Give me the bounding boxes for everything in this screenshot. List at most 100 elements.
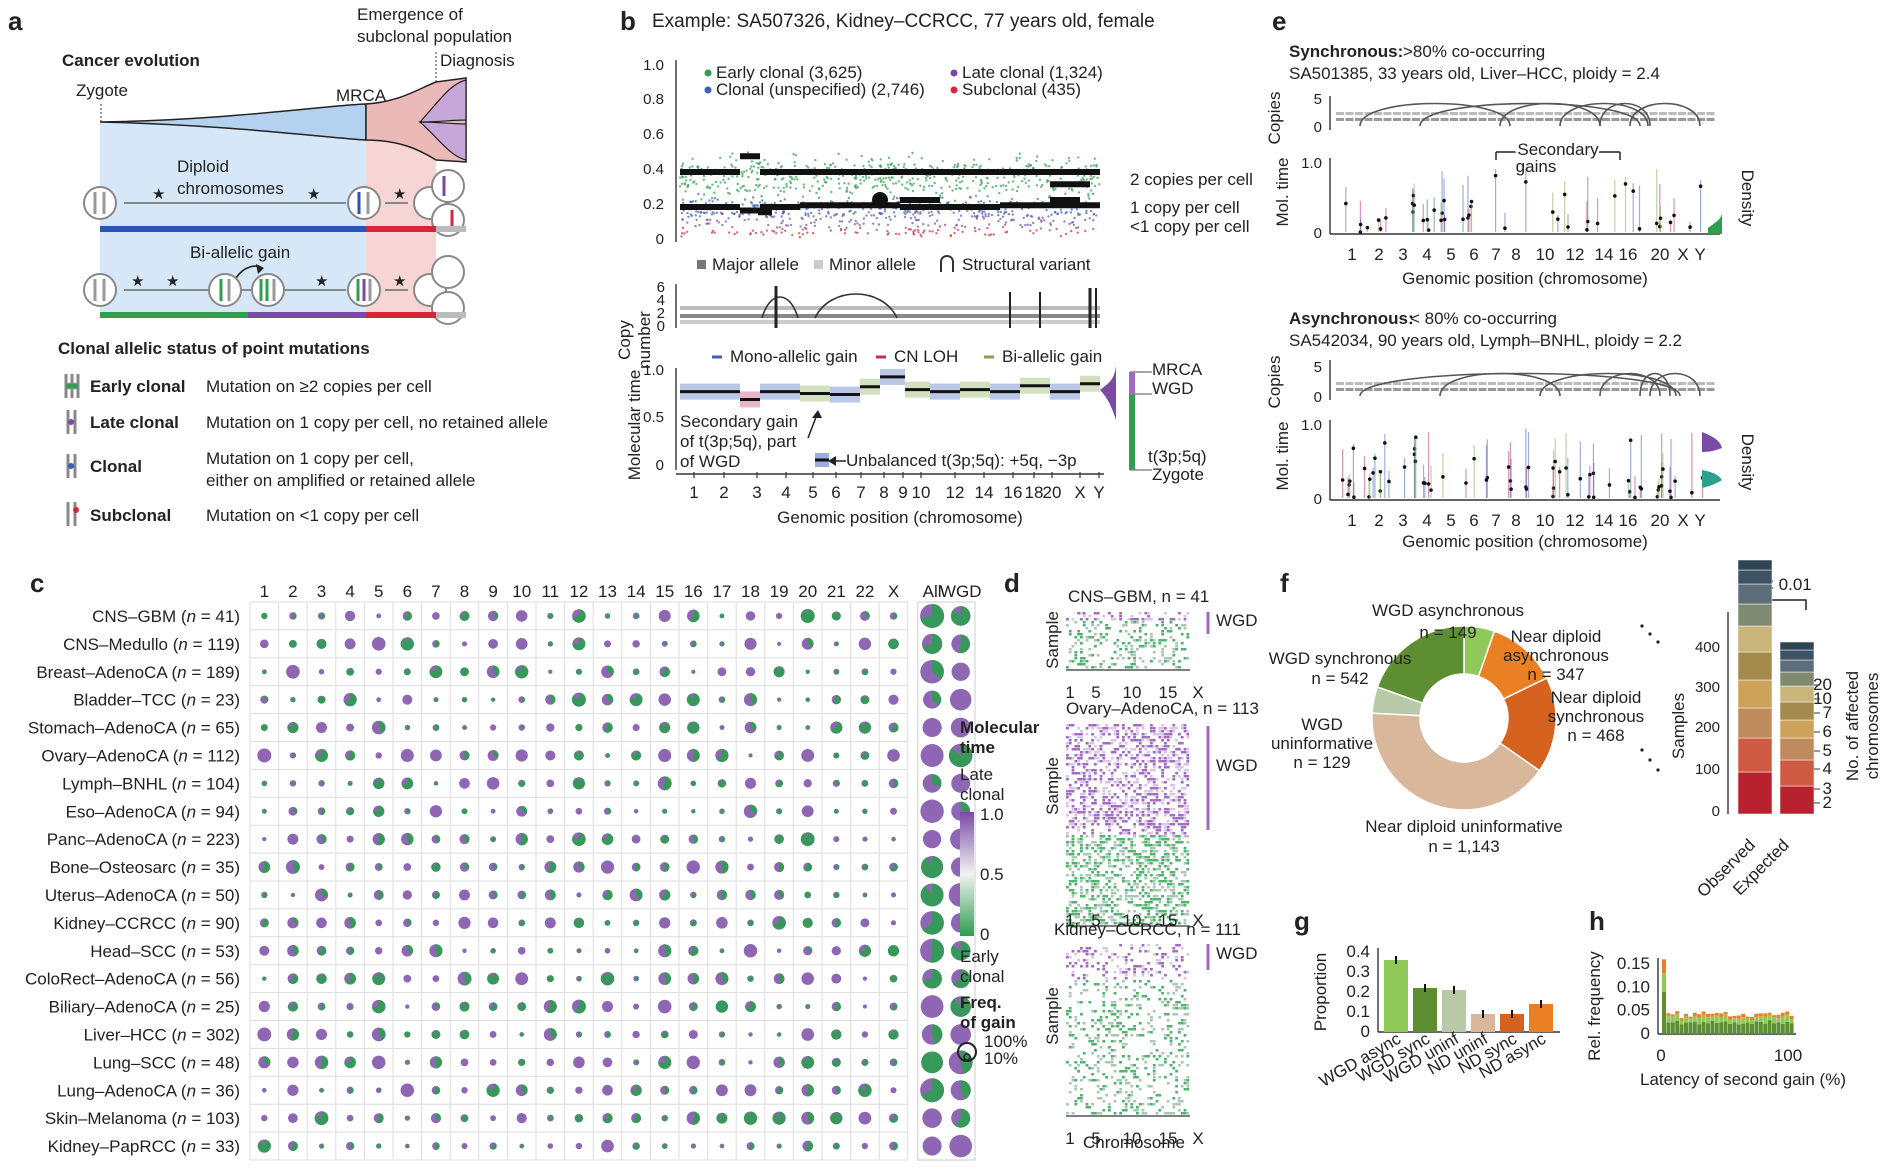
d-cell — [1119, 754, 1122, 757]
vaf-point — [787, 212, 790, 216]
vaf-point — [1095, 163, 1098, 167]
vaf-point — [713, 212, 716, 215]
c-bubble — [890, 668, 897, 675]
c-bubble-early — [922, 968, 942, 989]
c-bubble — [601, 1139, 614, 1153]
copies-segment — [1640, 118, 1648, 121]
sv-arc — [1539, 372, 1677, 397]
vaf-point — [731, 165, 734, 168]
vaf-point — [870, 165, 873, 169]
d-cell — [1161, 757, 1164, 760]
d-cell — [1085, 847, 1089, 850]
d-cell — [1116, 808, 1120, 811]
c-bubble-early — [519, 1032, 524, 1037]
d-cell — [1110, 1049, 1114, 1052]
vaf-point — [1027, 179, 1031, 182]
d-cell — [1099, 760, 1103, 763]
vaf-point — [971, 179, 975, 182]
vaf-point — [979, 183, 982, 187]
d-cell — [1080, 1013, 1083, 1016]
d-cell — [1085, 820, 1089, 823]
d-cell — [1152, 844, 1156, 847]
copies-segment — [1393, 112, 1401, 115]
d-cell — [1155, 745, 1159, 748]
d-cell — [1183, 769, 1187, 772]
c-bubble-early — [636, 612, 640, 619]
d-cell — [1155, 913, 1159, 916]
d-cell — [1164, 844, 1167, 847]
d-cell — [1066, 724, 1069, 727]
d-cell — [1088, 636, 1092, 639]
c-row-label: Panc–AdenoCA (n = 223) — [47, 830, 240, 849]
d-cell — [1082, 811, 1086, 814]
vaf-point — [1024, 223, 1027, 227]
d-cell — [1127, 865, 1131, 868]
copies-segment — [1431, 388, 1439, 391]
d-cell — [1085, 769, 1089, 772]
d-cell — [1147, 805, 1150, 808]
vaf-point — [854, 231, 857, 234]
d-cell — [1108, 1028, 1111, 1031]
diploid-label-1: Diploid — [177, 157, 229, 176]
vaf-point — [739, 187, 742, 190]
d-cell — [1152, 1076, 1156, 1079]
vaf-point — [1054, 187, 1057, 191]
d-cell — [1180, 826, 1184, 829]
vaf-point — [1082, 178, 1086, 181]
d-cell — [1130, 663, 1134, 666]
d-cell — [1138, 871, 1142, 874]
d-cell — [1155, 748, 1159, 751]
d-cell — [1183, 971, 1187, 974]
panel-b: b Example: SA507326, Kidney–CCRCC, 77 ye… — [615, 6, 1253, 527]
d-cell — [1161, 772, 1164, 775]
d-cell — [1169, 832, 1173, 835]
d-cell — [1127, 657, 1131, 660]
d-cell — [1068, 660, 1072, 663]
d-cell — [1096, 853, 1100, 856]
d-cell — [1183, 919, 1187, 922]
c-bubble-early — [803, 862, 813, 872]
d-cell — [1175, 648, 1178, 651]
copies-segment — [1497, 388, 1506, 391]
d-cell — [1150, 1085, 1153, 1088]
d-cell — [1094, 868, 1097, 871]
c-bubble-early — [958, 634, 971, 654]
copies-segment — [1535, 388, 1544, 391]
c-bubble — [548, 669, 553, 674]
d-cell — [1164, 814, 1167, 817]
d-cell — [1108, 1103, 1111, 1106]
d-cell — [1116, 956, 1120, 959]
d-cell — [1172, 639, 1176, 642]
d-cell — [1088, 778, 1092, 781]
c-bubble — [346, 1114, 354, 1122]
d-cell — [1082, 859, 1086, 862]
vaf-point — [975, 216, 978, 219]
d-cell — [1144, 633, 1148, 636]
d-cell — [1130, 748, 1134, 751]
d-cell — [1147, 910, 1150, 913]
d-cell — [1080, 992, 1083, 995]
d-cell — [1161, 956, 1164, 959]
d-cell — [1164, 808, 1167, 811]
c-bubble-early — [692, 891, 697, 899]
secondary-gains-1: Secondary — [1517, 140, 1599, 159]
d-cell — [1080, 1061, 1083, 1064]
vaf-point — [1068, 187, 1071, 190]
d-cell — [1141, 760, 1145, 763]
d-cell — [1113, 977, 1117, 980]
d-cell — [1161, 775, 1164, 778]
vaf-point — [793, 161, 796, 164]
vaf-point — [817, 196, 821, 199]
d-cell — [1186, 1079, 1190, 1082]
c-bubble-early — [721, 641, 725, 647]
f-right-ylabel-1: No. of affected — [1843, 671, 1862, 781]
f-bar-observed — [1737, 771, 1773, 815]
d-cell — [1071, 871, 1075, 874]
e-x-tick: 20 — [1651, 245, 1670, 264]
d-cell — [1141, 895, 1145, 898]
vaf-point — [742, 184, 745, 188]
d-cell — [1175, 766, 1178, 769]
copies-segment — [1687, 112, 1696, 115]
d-cell — [1147, 1022, 1150, 1025]
d-cell — [1130, 757, 1134, 760]
